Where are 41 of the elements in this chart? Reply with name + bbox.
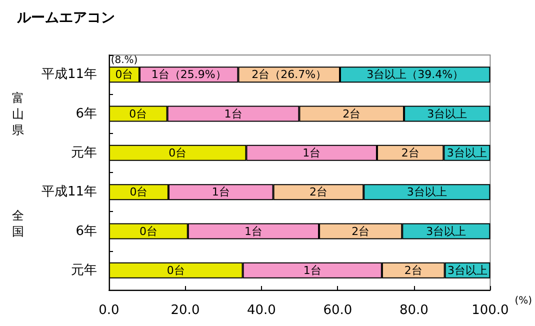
data-label: (8.%) xyxy=(110,55,138,66)
y-tick-label: 6年 xyxy=(76,106,97,122)
text: 2台 xyxy=(352,224,370,238)
text: 1台 xyxy=(212,186,230,199)
text: 0台 xyxy=(130,186,148,199)
chart-title: ルームエアコン xyxy=(16,10,115,26)
text: 1台 xyxy=(303,264,322,277)
text: 3台以上（39.4%） xyxy=(366,68,464,82)
x-tick-label: 20.0 xyxy=(170,303,200,318)
y-tick-label: 6年 xyxy=(76,224,97,239)
series-label: 3台以上 xyxy=(427,107,468,120)
text: 1台 xyxy=(244,224,262,238)
text: 2台 xyxy=(404,264,422,277)
text: 2台 xyxy=(401,146,420,160)
text: 3台以上 xyxy=(446,146,487,160)
y-tick-label: 平成11年 xyxy=(41,184,97,200)
x-tick-label: 0.0 xyxy=(98,303,120,318)
text: 0台 xyxy=(139,224,158,238)
x-tick-label: 60.0 xyxy=(323,303,352,318)
text: 3台以上 xyxy=(426,224,466,238)
text: 富山県 xyxy=(12,90,24,137)
text: 0台 xyxy=(168,146,187,160)
series-label: 2台 xyxy=(342,107,361,120)
series-label: 0台 xyxy=(115,68,134,82)
text: 0台 xyxy=(129,107,148,120)
x-tick-label: 40.0 xyxy=(247,303,276,318)
text: 全国 xyxy=(12,208,24,238)
y-tick-label: 元年 xyxy=(71,145,97,160)
text: 1台 xyxy=(302,146,321,160)
text: 2台 xyxy=(309,186,328,199)
x-tick-label: 80.0 xyxy=(399,303,428,318)
text: 1台（25.9%） xyxy=(151,68,226,82)
text: 0台 xyxy=(166,264,185,277)
y-tick-label: 平成11年 xyxy=(41,67,97,82)
y-tick-label: 元年 xyxy=(71,262,97,278)
text: 3台以上 xyxy=(448,264,488,277)
x-axis-title: (%) xyxy=(514,296,532,306)
series-label: 1台 xyxy=(224,107,242,120)
text: 3台以上 xyxy=(406,186,447,199)
text: 2台（26.7%） xyxy=(252,68,327,82)
x-tick-label: 100.0 xyxy=(472,303,509,318)
